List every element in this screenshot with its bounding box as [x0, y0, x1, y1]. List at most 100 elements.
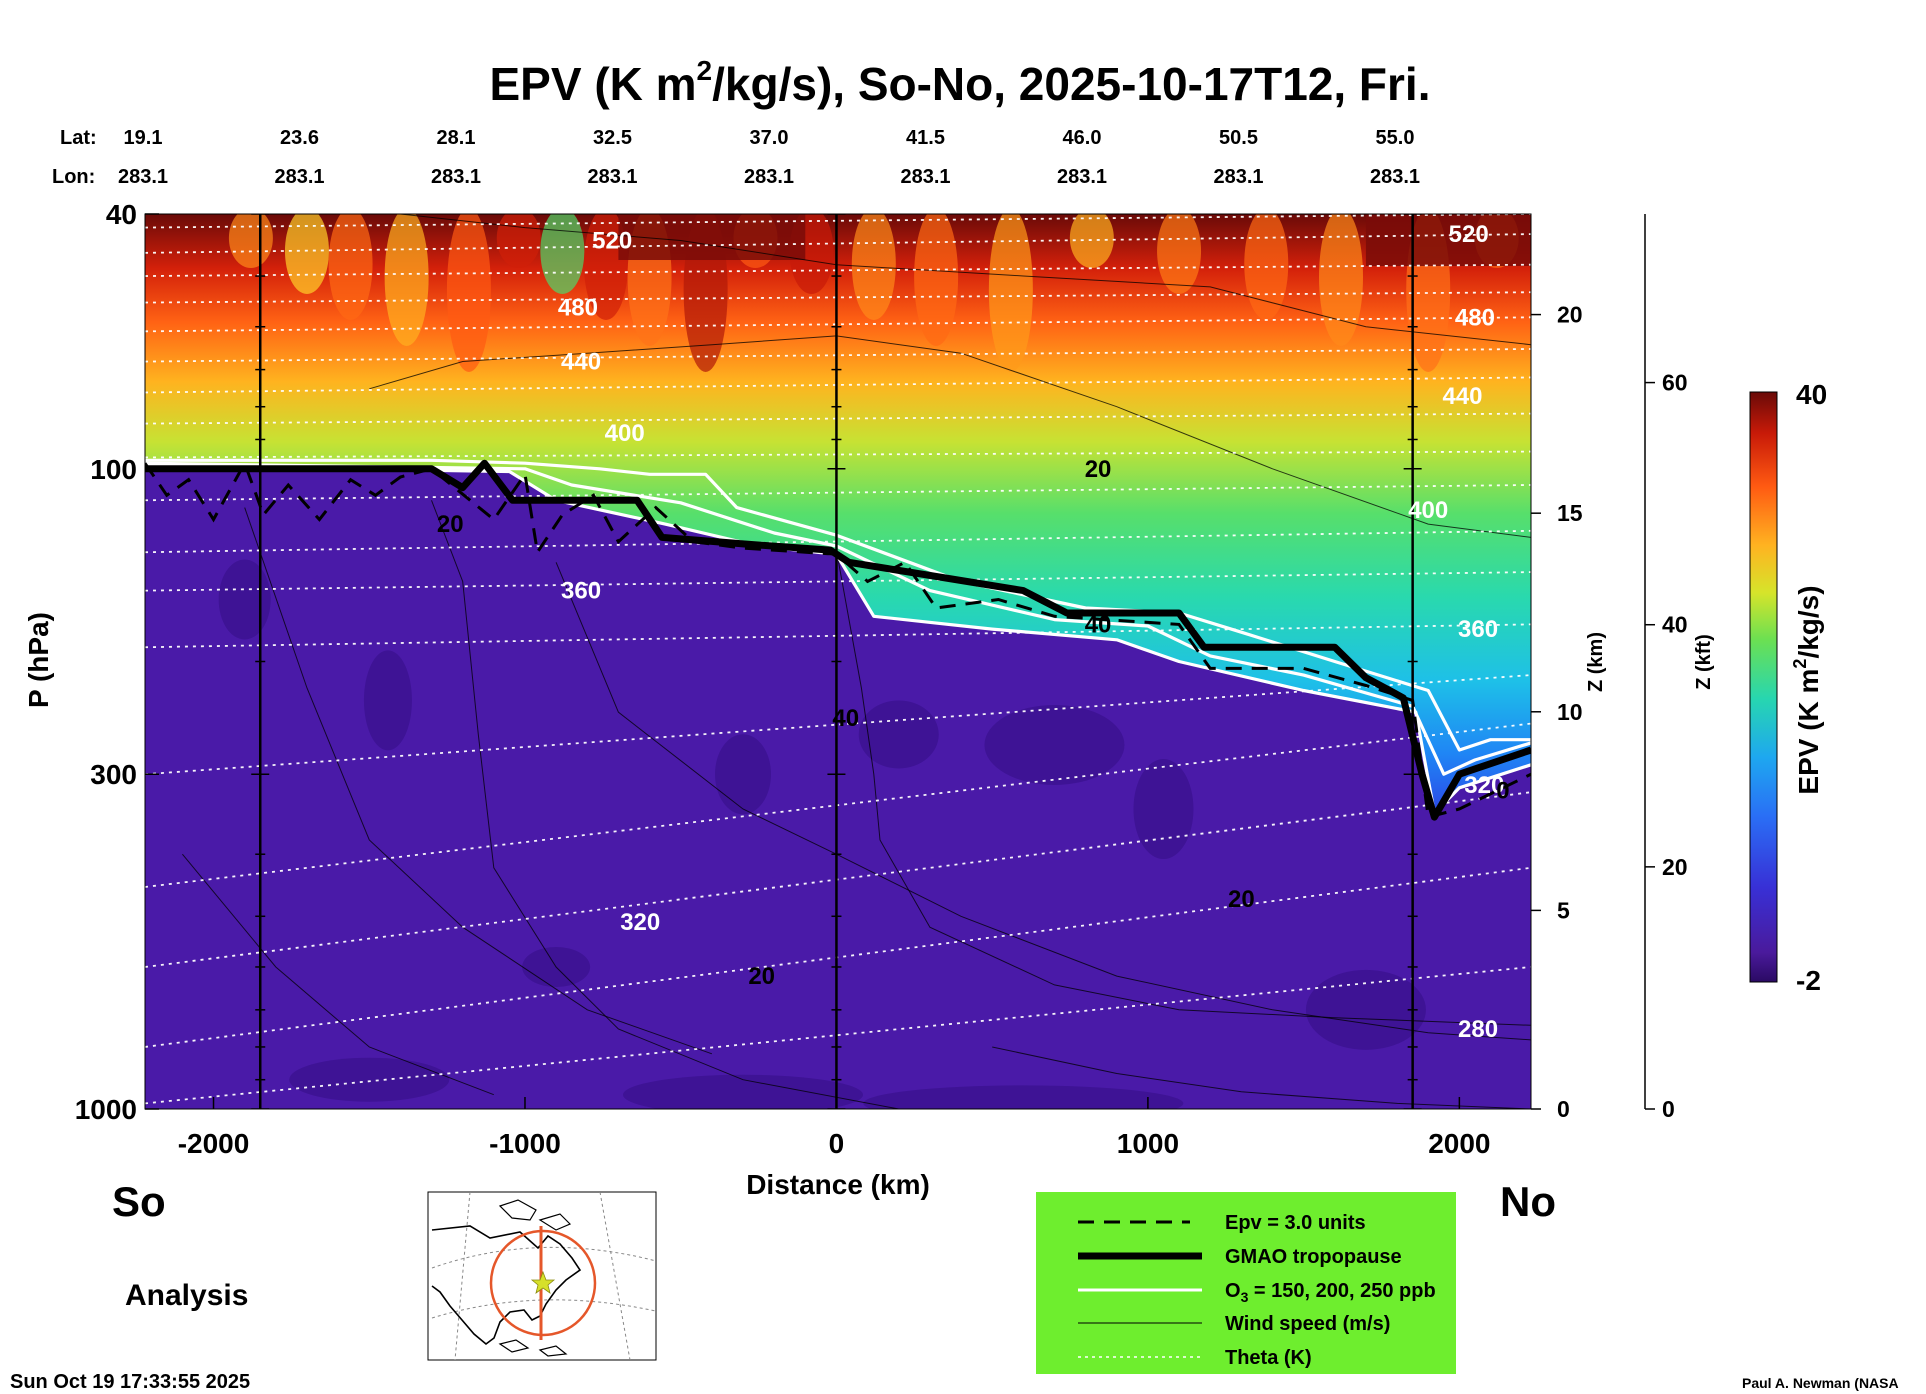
epv-plume — [228, 214, 273, 268]
z-kft-tick-label: 60 — [1662, 370, 1688, 396]
z-km-axis: 0 5 10 15 20 — [1531, 302, 1583, 1122]
wind-labels: 20 20 40 40 20 20 0 — [437, 456, 1510, 990]
theta-label: 440 — [1442, 383, 1482, 410]
theta-label: 400 — [605, 420, 645, 447]
wind-contour — [244, 507, 713, 1055]
legend: Epv = 3.0 units GMAO tropopause O3 = 150… — [1036, 1192, 1456, 1374]
wind-contour — [835, 550, 1531, 1026]
low-epv-patches — [218, 559, 1426, 1109]
colorbar-max-label: 40 — [1796, 379, 1827, 410]
epv-plume — [1069, 214, 1114, 268]
z-km-label: Z (km) — [1585, 632, 1607, 692]
lon-label: 283.1 — [1057, 166, 1107, 188]
x-axis-ticks: -2000 -1000 0 1000 2000 — [178, 1097, 1491, 1159]
lat-label: 55.0 — [1376, 127, 1415, 149]
lon-axis-label: Lon: — [52, 166, 95, 188]
lat-label: 50.5 — [1219, 127, 1258, 149]
epv-plume — [1319, 214, 1364, 346]
theta-labels: 520 480 440 400 360 320 520 480 440 400 360 320 280 — [558, 221, 1504, 1043]
lat-label: 37.0 — [750, 127, 789, 149]
plot-area: 520480440400360320520480440400360320280 … — [145, 214, 1531, 1109]
x-tick-label: -1000 — [489, 1128, 561, 1159]
plot-frame — [144, 213, 1532, 1110]
x-tick-label: -2000 — [178, 1128, 250, 1159]
wind-contour — [992, 1046, 1531, 1109]
epv-plume — [446, 214, 491, 372]
low-epv-patch — [715, 734, 772, 815]
x-axis-label: Distance (km) — [746, 1169, 930, 1200]
low-epv-patch — [218, 559, 271, 640]
credit: Paul A. Newman (NASA — [1742, 1375, 1899, 1391]
y-tick-label: 100 — [90, 454, 137, 485]
y-tick-label: 1000 — [75, 1094, 137, 1125]
low-epv-patch — [623, 1074, 863, 1109]
wind-label: 40 — [1085, 611, 1112, 638]
epv-plume — [583, 214, 628, 320]
y-tick-label: 40 — [106, 199, 137, 230]
map-center-star-icon — [530, 1270, 556, 1294]
wind-label: 20 — [748, 963, 775, 990]
theta-label: 400 — [1408, 497, 1448, 524]
low-epv-patch — [1133, 759, 1194, 860]
epv-plume — [284, 214, 329, 294]
chart-title: EPV (K m2/kg/s), So-No, 2025-10-17T12, F… — [490, 55, 1431, 110]
theta-label: 320 — [1464, 772, 1504, 799]
map-coastline — [431, 1225, 582, 1346]
map-range-circle — [489, 1229, 597, 1337]
analysis-label: Analysis — [125, 1279, 248, 1312]
low-epv-patch — [984, 704, 1125, 785]
epv-plume — [1157, 214, 1202, 294]
colorbar — [1749, 391, 1778, 983]
wind-contour — [369, 335, 1531, 538]
lon-label: 283.1 — [744, 166, 794, 188]
epv-plume — [1244, 214, 1289, 320]
theta-label: 480 — [1455, 304, 1495, 331]
legend-theta: Theta (K) — [1225, 1347, 1312, 1369]
legend-ozone: O3 = 150, 200, 250 ppb — [1225, 1280, 1436, 1305]
lat-label: 46.0 — [1063, 127, 1102, 149]
low-epv-patch — [863, 1085, 1184, 1109]
z-kft-tick-label: 0 — [1662, 1096, 1675, 1122]
wind-contour — [182, 853, 494, 1096]
theta-label: 520 — [1449, 221, 1489, 248]
wind-label: 20 — [1085, 456, 1112, 483]
vertical-marker-lines — [251, 214, 1422, 1109]
epv-plume — [384, 214, 429, 346]
legend-epv: Epv = 3.0 units — [1225, 1212, 1366, 1234]
y-tick-label: 300 — [90, 759, 137, 790]
epv-plumes — [228, 214, 1531, 372]
theta-label: 360 — [1458, 616, 1498, 643]
x-tick-label: 0 — [829, 1128, 845, 1159]
lon-label: 283.1 — [900, 166, 950, 188]
legend-wind: Wind speed (m/s) — [1225, 1313, 1390, 1335]
y-axis-label: P (hPa) — [23, 612, 54, 708]
low-epv-patch — [1305, 969, 1426, 1050]
z-km-tick-label: 5 — [1557, 897, 1570, 923]
colorbar-label: EPV (K m2/kg/s) — [1790, 585, 1824, 794]
stratosphere-fill — [145, 214, 1531, 814]
lon-label: 283.1 — [1213, 166, 1263, 188]
epv-max-band — [1365, 214, 1531, 266]
z-km-tick-label: 20 — [1557, 302, 1583, 328]
y-axis-ticks: 40 100 300 1000 — [75, 199, 159, 1125]
lat-lon-tick-labels: 19.1 283.1 23.6 283.1 28.1 283.1 32.5 283.1 37.0… — [118, 127, 1420, 188]
x-tick-label: 2000 — [1428, 1128, 1490, 1159]
lon-label: 283.1 — [431, 166, 481, 188]
wind-label: 20 — [1228, 886, 1255, 913]
z-kft-tick-label: 20 — [1662, 854, 1688, 880]
epv-plume — [988, 214, 1033, 372]
z-kft-axis: 0 20 40 60 — [1645, 370, 1688, 1122]
lon-label: 283.1 — [587, 166, 637, 188]
wind-contour — [555, 562, 1531, 1041]
lat-axis-label: Lat: — [60, 127, 97, 149]
wind-label: 0 — [1496, 777, 1509, 804]
north-label: No — [1500, 1178, 1556, 1225]
theta-label: 480 — [558, 295, 598, 322]
theta-label: 320 — [620, 909, 660, 936]
locator-map — [427, 1191, 657, 1361]
colorbar-min-label: -2 — [1796, 965, 1821, 996]
epv-plume — [851, 214, 896, 320]
tropopause-line — [145, 459, 1531, 821]
timestamp: Sun Oct 19 17:33:55 2025 — [10, 1371, 250, 1393]
